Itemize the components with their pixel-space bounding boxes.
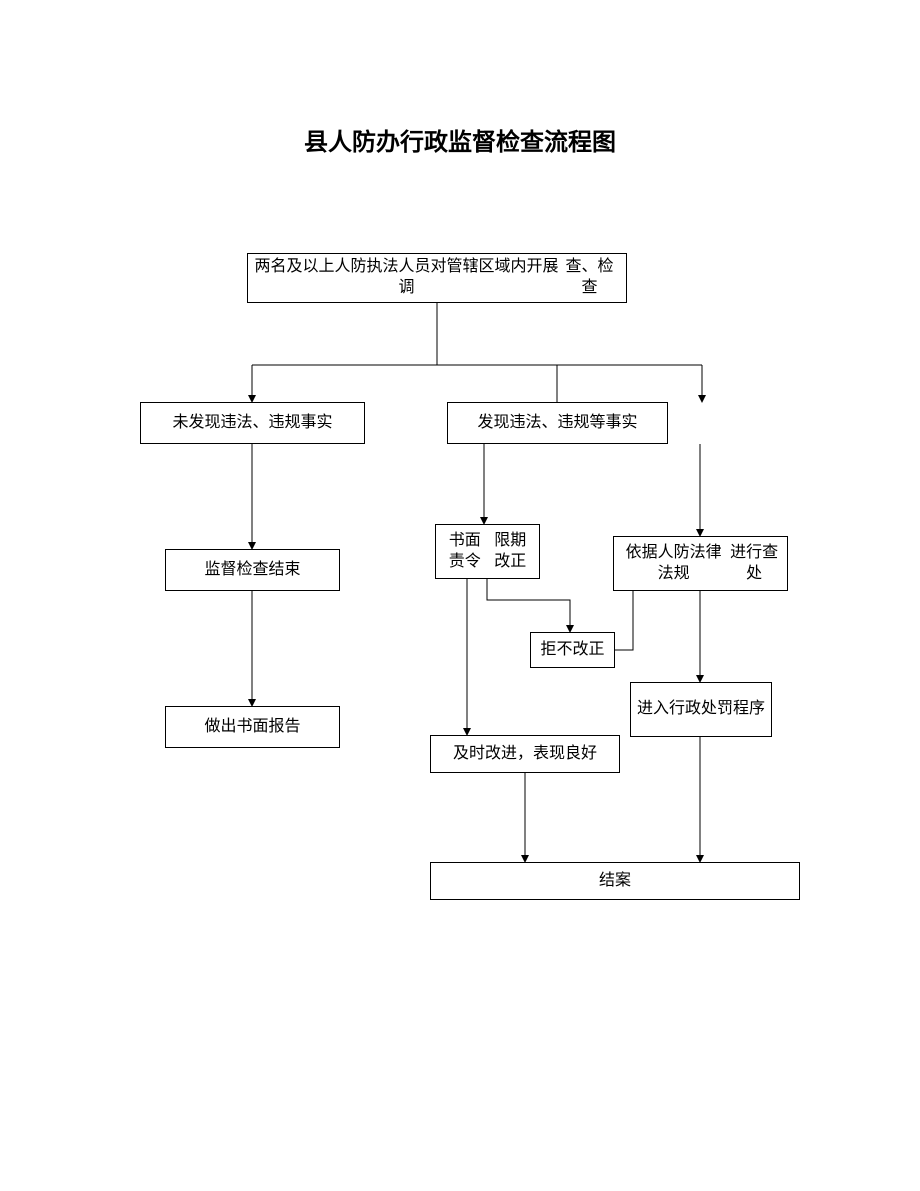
node-close: 结案	[430, 862, 800, 900]
page-root: 县人防办行政监督检查流程图 两名及以上人防执法人员对管辖区域内开展调查、检查未发…	[0, 0, 920, 1191]
node-refuse: 拒不改正	[530, 632, 615, 668]
node-improve: 及时改进，表现良好	[430, 735, 620, 773]
node-start: 两名及以上人防执法人员对管辖区域内开展调查、检查	[247, 253, 627, 303]
connectors-layer	[0, 0, 920, 1191]
node-punish: 进入行政处罚程序	[630, 682, 772, 737]
node-order: 书面责令限期改正	[435, 524, 540, 579]
node-right1: 发现违法、违规等事实	[447, 402, 668, 444]
node-left2: 监督检查结束	[165, 549, 340, 591]
node-left3: 做出书面报告	[165, 706, 340, 748]
node-left1: 未发现违法、违规事实	[140, 402, 365, 444]
flowchart-title: 县人防办行政监督检查流程图	[0, 122, 920, 157]
node-chachu: 依据人防法律法规进行查处	[613, 536, 788, 591]
